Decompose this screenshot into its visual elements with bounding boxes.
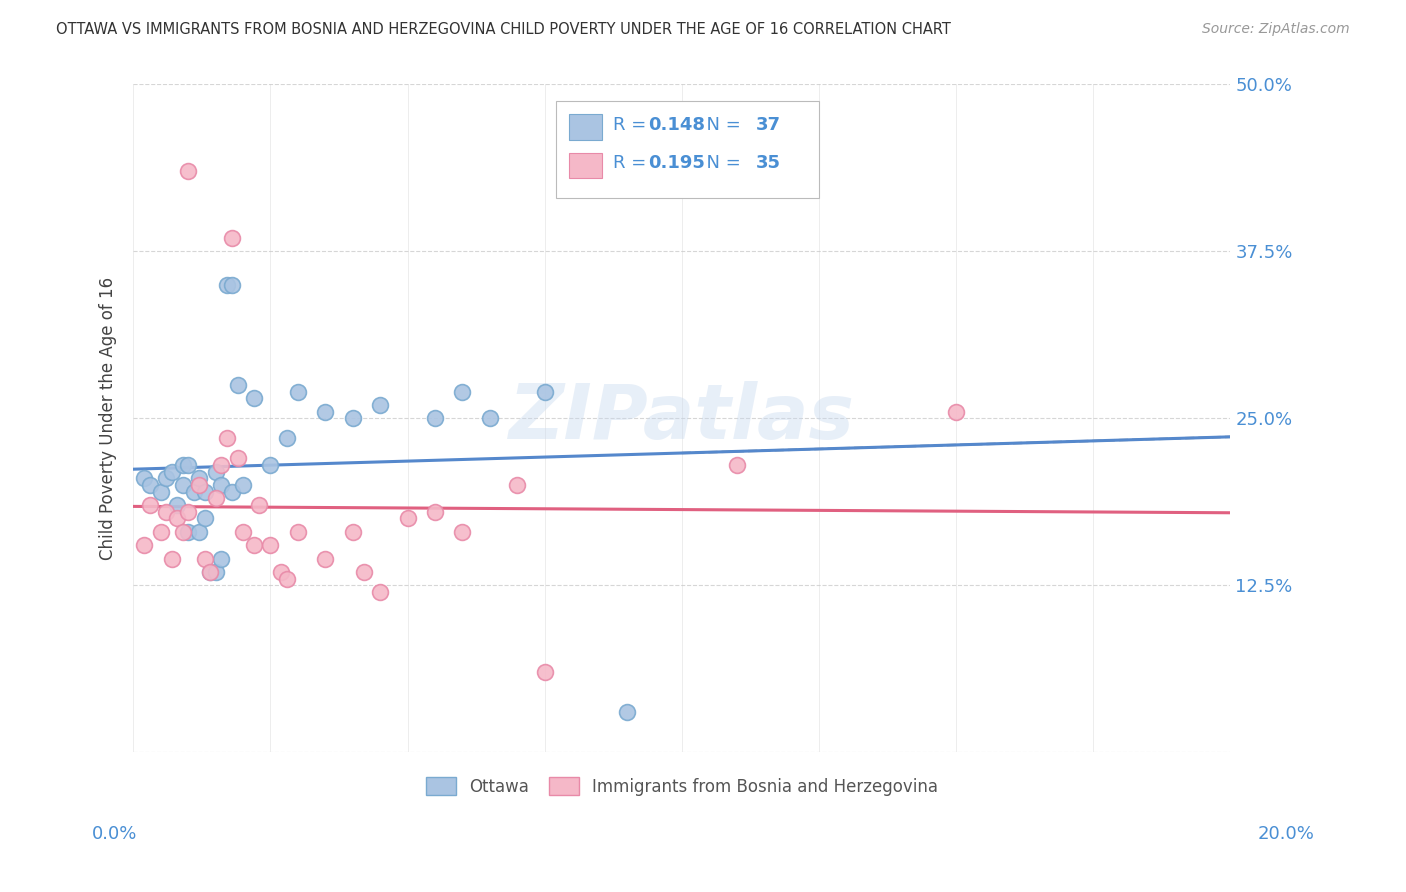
Point [204,465,226,479]
Text: N =: N = [695,153,747,171]
Point [423,411,446,425]
Point [259,458,281,472]
Y-axis label: Child Poverty Under the Age of 16: Child Poverty Under the Age of 16 [100,277,117,560]
Text: 0.0%: 0.0% [91,825,136,843]
FancyBboxPatch shape [569,153,602,178]
Point [188,471,211,485]
Point [232,524,254,539]
Point [215,277,238,292]
Point [506,478,529,492]
Point [314,404,336,418]
Point [342,524,364,539]
Text: 37: 37 [755,115,780,134]
Point [232,478,254,492]
Point [478,411,501,425]
Point [209,551,232,566]
FancyBboxPatch shape [555,101,818,198]
Point [149,484,172,499]
Point [188,478,211,492]
Point [209,478,232,492]
Point [194,511,217,525]
Point [616,705,638,719]
Point [243,538,266,552]
Point [221,484,243,499]
Text: 20.0%: 20.0% [1258,825,1315,843]
Point [177,164,200,178]
Text: 0.148: 0.148 [648,115,704,134]
Point [198,565,221,579]
Point [166,511,188,525]
Point [276,572,298,586]
Point [172,478,194,492]
Point [368,398,391,412]
Point [134,538,156,552]
Point [270,565,292,579]
Point [276,431,298,445]
Point [198,565,221,579]
Point [194,484,217,499]
Point [243,391,266,405]
Point [533,665,555,679]
Point [149,524,172,539]
Point [353,565,375,579]
Point [139,478,162,492]
Text: 35: 35 [755,153,780,171]
Point [226,378,249,392]
Point [177,458,200,472]
Point [342,411,364,425]
Text: N =: N = [695,115,747,134]
Point [188,524,211,539]
Point [172,524,194,539]
Point [194,551,217,566]
Point [177,505,200,519]
Point [725,458,748,472]
Text: R =: R = [613,153,652,171]
Point [183,484,205,499]
Point [139,498,162,512]
Point [204,565,226,579]
Text: OTTAWA VS IMMIGRANTS FROM BOSNIA AND HERZEGOVINA CHILD POVERTY UNDER THE AGE OF : OTTAWA VS IMMIGRANTS FROM BOSNIA AND HER… [56,22,950,37]
Text: 0.195: 0.195 [648,153,704,171]
Text: R =: R = [613,115,652,134]
Point [155,471,177,485]
Point [249,498,271,512]
Point [134,471,156,485]
Point [451,384,474,399]
Point [166,498,188,512]
Legend: Ottawa, Immigrants from Bosnia and Herzegovina: Ottawa, Immigrants from Bosnia and Herze… [418,769,946,804]
Point [314,551,336,566]
Point [160,551,183,566]
Point [533,384,555,399]
Point [259,538,281,552]
Text: Source: ZipAtlas.com: Source: ZipAtlas.com [1202,22,1350,37]
Point [160,465,183,479]
Point [226,451,249,466]
Point [221,277,243,292]
Point [368,585,391,599]
Point [287,384,309,399]
Point [204,491,226,506]
Point [221,231,243,245]
Point [423,505,446,519]
Point [287,524,309,539]
Point [215,431,238,445]
Point [177,524,200,539]
Point [172,458,194,472]
Point [945,404,967,418]
Point [396,511,419,525]
Text: ZIPatlas: ZIPatlas [509,381,855,455]
Point [451,524,474,539]
Point [209,458,232,472]
FancyBboxPatch shape [569,114,602,140]
Point [155,505,177,519]
